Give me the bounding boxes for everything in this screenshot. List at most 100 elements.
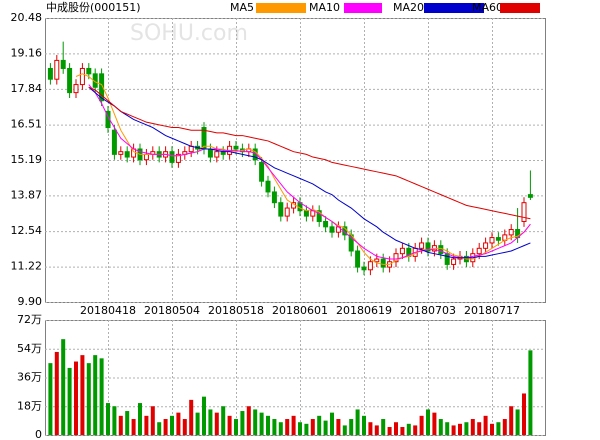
volume-bar [67,367,72,435]
candle-body [303,210,309,217]
y-tick-label: 20.48 [11,11,43,24]
legend-label: MA10 [309,1,340,14]
volume-bar [131,419,136,435]
volume-bar [150,406,155,435]
volume-bar [349,419,354,435]
volume-bar [419,415,424,435]
y-tick-label: 13.87 [11,188,43,201]
candle-body [476,247,482,255]
y-tick-label: 0 [35,428,42,440]
volume-bar [61,339,66,435]
candle-body [419,242,425,249]
y-tick-label: 15.19 [11,153,43,166]
volume-bar [336,419,341,435]
volume-bar [144,415,149,435]
x-tick-label: 20180518 [208,304,264,317]
volume-bar [234,419,238,435]
volume-bar [240,411,245,435]
watermark: SOHU.com [130,21,248,46]
volume-bar [310,419,315,435]
volume-bar [330,412,334,435]
candle-body [361,266,367,271]
volume-bar [374,425,379,435]
candle-body [323,220,329,228]
volume-bar [470,419,475,435]
candle-body [169,151,175,163]
volume-bar [99,358,104,435]
volume-bar [323,420,328,435]
volume-bar [291,415,296,435]
volume-bar [438,419,443,435]
chart-title: 中成股份(000151) [46,1,141,14]
candle-body [329,226,335,233]
y-tick-label: 72万 [17,313,42,326]
volume-bar [93,355,98,435]
volume-bar [342,425,347,435]
volume-bar [163,419,168,435]
volume-bar [368,422,373,435]
candle-body [438,245,444,255]
volume-bar [74,361,78,435]
volume-bar [426,409,430,435]
candle-body [124,151,130,158]
candle-body [444,253,450,265]
legend-label: MA20 [393,1,424,14]
candle-body [79,67,85,86]
volume-bar [451,425,456,435]
volume-bar [106,403,110,435]
candle-body [188,145,194,153]
volume-bar [355,409,360,435]
volume-bar [246,406,251,435]
volume-bar [432,412,437,435]
y-tick-label: 12.54 [11,224,43,237]
volume-bar [413,425,418,435]
x-tick-label: 20180703 [400,304,456,317]
candle-body [118,151,124,155]
volume-bar [362,415,366,435]
x-tick-label: 20180619 [336,304,392,317]
volume-bar [170,415,174,435]
x-tick-label: 20180717 [464,304,520,317]
volume-bar [502,419,507,435]
candle-body [316,210,322,222]
legend-swatch [424,3,484,13]
candle-body [527,194,533,198]
candle-body [54,59,60,80]
volume-bar [259,412,264,435]
volume-bar [189,399,194,435]
volume-bar [118,415,123,435]
candle-body [451,258,457,265]
candle-body [284,207,290,217]
volume-bar [445,422,450,435]
candle-body [425,242,431,252]
volume-bar [138,403,142,435]
candle-body [278,202,284,217]
volume-bar [490,423,494,435]
candle-body [86,67,92,75]
candle-body [207,148,213,158]
candle-body [271,191,277,204]
candle-body [483,242,489,249]
y-tick-label: 9.90 [18,295,43,308]
ma-line [88,86,531,220]
ma-line [75,73,531,265]
volume-bar [86,363,91,435]
volume-bar [406,423,411,435]
candle-body [380,258,386,268]
candle-body [495,237,501,241]
candle-body [521,202,527,222]
volume-bar [458,423,462,435]
candle-body [374,258,380,263]
candle-body [67,67,73,94]
volume-bar [266,415,270,435]
volume-bar [515,409,520,435]
volume-bar [125,411,130,435]
candle-body [60,59,66,69]
volume-bar [227,415,232,435]
y-tick-label: 17.84 [11,82,43,95]
x-tick-label: 20180601 [272,304,328,317]
volume-bar [400,427,405,435]
candle-body [111,129,117,155]
volume-bar [285,419,290,435]
